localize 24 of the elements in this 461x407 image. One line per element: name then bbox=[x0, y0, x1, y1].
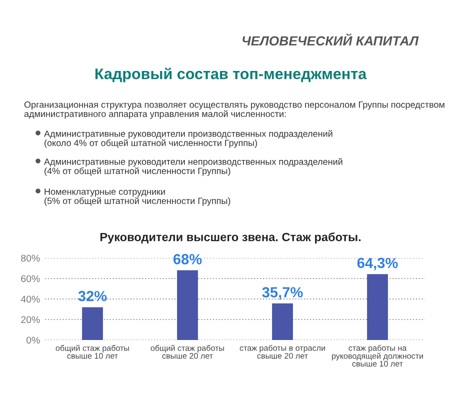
text: ЧЕЛОВЕЧЕСКИЙ КАПИТАЛ bbox=[242, 33, 419, 46]
x-tick-label: стаж работы на руководящей должности свыше 10 лет bbox=[332, 344, 423, 367]
chart-title: Руководители высшего звена. Стаж работы. bbox=[100, 232, 361, 244]
y-tick-label: 60% bbox=[21, 275, 40, 282]
bar bbox=[367, 274, 388, 340]
data-label: 64,3% bbox=[357, 258, 398, 270]
x-tick-label: общий стаж работы свыше 10 лет bbox=[56, 344, 129, 359]
y-tick-label: 0% bbox=[26, 336, 40, 344]
text: Номенклатурные сотрудники (5% от общей штатной численности Группы) bbox=[44, 188, 230, 206]
bar bbox=[82, 307, 103, 340]
text: Административные руководители непроизводственных подразделений (4% от общей штатной численности Группы) bbox=[44, 158, 342, 176]
y-tick-label: 80% bbox=[21, 254, 40, 262]
data-label: 32% bbox=[78, 290, 107, 302]
data-label: 35,7% bbox=[262, 287, 303, 300]
y-tick-label: 20% bbox=[21, 316, 40, 324]
x-tick-label: стаж работы в отрасли свыше 20 лет bbox=[240, 344, 325, 359]
text: Кадровый состав топ-менеджмента bbox=[95, 68, 367, 82]
bar bbox=[177, 270, 198, 340]
x-tick-label: общий стаж работы свыше 20 лет bbox=[150, 344, 224, 359]
y-tick-label: 40% bbox=[20, 296, 40, 303]
text: Организационная структура позволяет осуществлять руководство персоналом Группы посредством административного аппарата управления малой численности: bbox=[24, 101, 444, 119]
bar bbox=[272, 303, 293, 340]
text: Административные руководители производственных подразделений (около 4% от общей штатной численности Группы) bbox=[44, 130, 332, 148]
data-label: 68% bbox=[173, 254, 202, 264]
